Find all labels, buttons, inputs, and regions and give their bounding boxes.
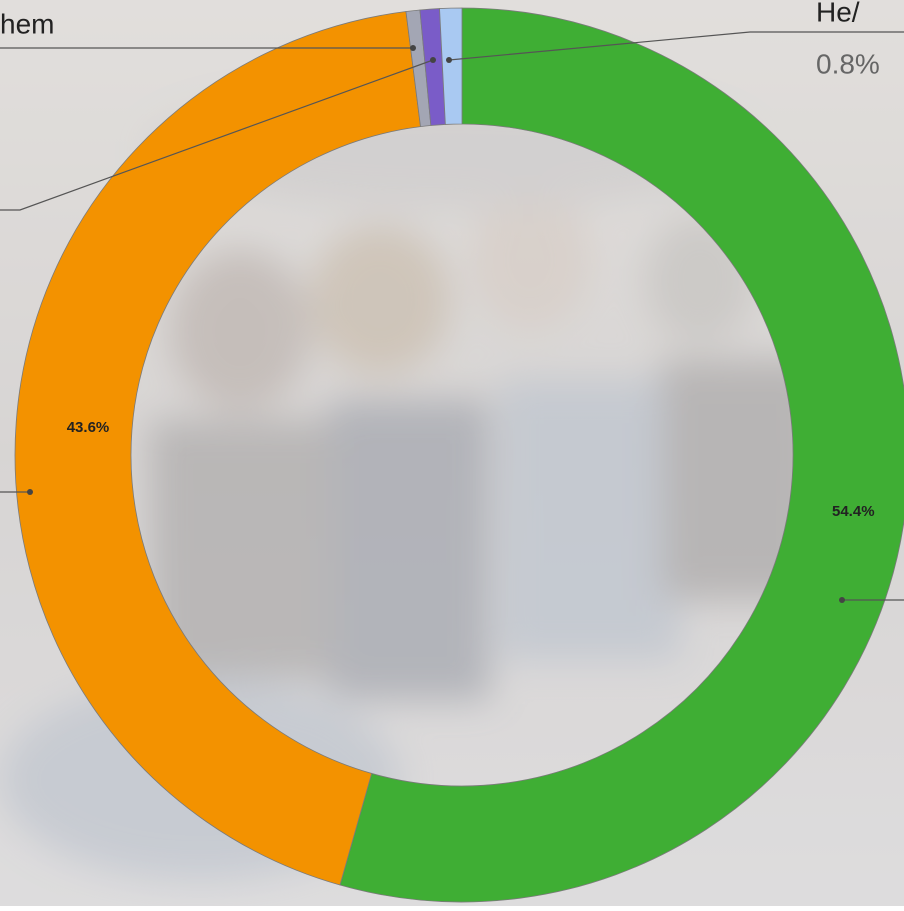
leader-line (448, 31, 904, 61)
category-label: hem (0, 8, 54, 39)
leader-dot (410, 45, 416, 51)
donut-segment (439, 7, 463, 125)
leader-dot (430, 57, 436, 63)
donut-segment (14, 11, 421, 886)
value-label: 0.8% (816, 48, 880, 79)
value-label: 43.6% (67, 419, 110, 436)
leader-line (0, 59, 434, 211)
donut-segment (339, 7, 904, 903)
value-label: 54.4% (832, 503, 875, 520)
leader-dot (446, 57, 452, 63)
category-label: He/ (816, 0, 860, 27)
leader-dot (839, 597, 845, 603)
leader-dot (27, 489, 33, 495)
